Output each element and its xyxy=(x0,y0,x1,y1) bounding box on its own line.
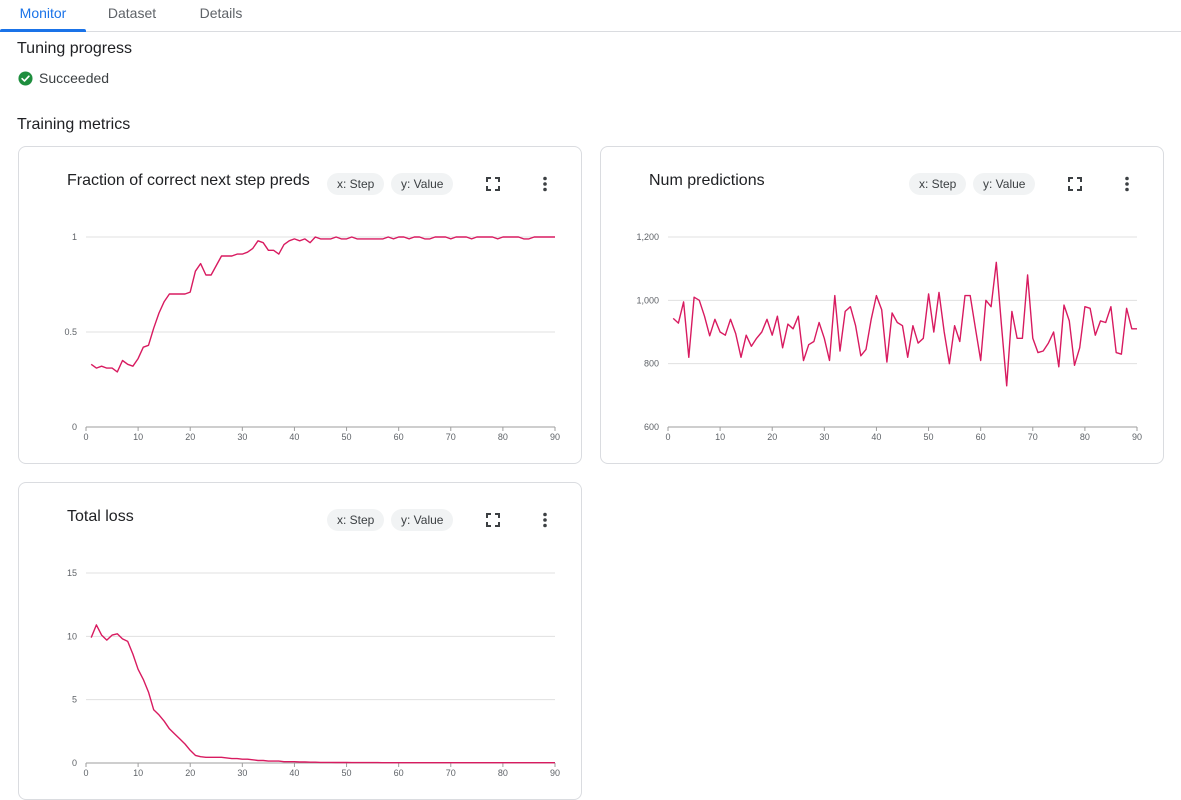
tab-dataset[interactable]: Dataset xyxy=(107,5,157,21)
x-tick-label: 20 xyxy=(185,768,195,778)
training-metrics-heading: Training metrics xyxy=(17,116,131,133)
tab-monitor[interactable]: Monitor xyxy=(0,0,86,32)
x-tick-label: 70 xyxy=(1028,432,1038,442)
x-tick-label: 80 xyxy=(498,432,508,442)
x-tick-label: 40 xyxy=(289,432,299,442)
y-tick-label: 800 xyxy=(644,359,659,369)
y-tick-label: 0.5 xyxy=(64,327,77,337)
y-axis-chip[interactable]: y: Value xyxy=(391,509,454,531)
y-tick-label: 0 xyxy=(72,758,77,768)
y-tick-label: 5 xyxy=(72,695,77,705)
more-vert-icon[interactable] xyxy=(1115,171,1139,197)
x-tick-label: 60 xyxy=(976,432,986,442)
y-tick-label: 1,000 xyxy=(636,295,659,305)
x-tick-label: 90 xyxy=(550,768,560,778)
x-axis-chip[interactable]: x: Step xyxy=(327,509,385,531)
x-axis-chip[interactable]: x: Step xyxy=(909,173,967,195)
tab-bar: Monitor Dataset Details xyxy=(0,0,1181,32)
y-axis-chip[interactable]: y: Value xyxy=(973,173,1036,195)
x-tick-label: 60 xyxy=(394,432,404,442)
x-tick-label: 30 xyxy=(819,432,829,442)
x-tick-label: 10 xyxy=(133,768,143,778)
x-tick-label: 0 xyxy=(83,432,88,442)
x-tick-label: 20 xyxy=(767,432,777,442)
x-tick-label: 70 xyxy=(446,432,456,442)
line-chart-fraction: 00.510 10 20 30 40 50 60 70 80 90 xyxy=(64,232,560,442)
x-tick-label: 20 xyxy=(185,432,195,442)
x-tick-label: 30 xyxy=(237,768,247,778)
x-tick-label: 80 xyxy=(498,768,508,778)
x-tick-label: 90 xyxy=(550,432,560,442)
y-tick-label: 1 xyxy=(72,232,77,242)
check-circle-icon xyxy=(18,70,33,86)
x-tick-label: 40 xyxy=(289,768,299,778)
x-tick-label: 50 xyxy=(924,432,934,442)
series-line xyxy=(90,624,555,764)
x-tick-label: 90 xyxy=(1132,432,1142,442)
line-chart-total-loss: 0 5 10 15 0 10 20 30 40 50 60 70 80 90 xyxy=(67,568,560,778)
chart-title: Num predictions xyxy=(649,172,765,189)
more-vert-icon[interactable] xyxy=(533,507,557,533)
chart-card-fraction: Fraction of correct next step preds x: S… xyxy=(18,146,582,464)
series-line xyxy=(90,236,555,373)
y-tick-label: 15 xyxy=(67,568,77,578)
tab-details[interactable]: Details xyxy=(199,5,243,21)
chart-card-total-loss: Total loss x: Step y: Value 0 5 10 15 0 10 20 3… xyxy=(18,482,582,800)
more-vert-icon[interactable] xyxy=(533,171,557,197)
y-axis-chip[interactable]: y: Value xyxy=(391,173,454,195)
x-tick-label: 80 xyxy=(1080,432,1090,442)
fullscreen-icon[interactable] xyxy=(481,507,505,533)
x-axis-chip[interactable]: x: Step xyxy=(327,173,385,195)
tuning-progress-heading: Tuning progress xyxy=(17,40,133,57)
y-tick-label: 600 xyxy=(644,422,659,432)
x-tick-label: 0 xyxy=(665,432,670,442)
status-label: Succeeded xyxy=(39,70,110,86)
x-tick-label: 30 xyxy=(237,432,247,442)
tuning-status: Succeeded xyxy=(18,69,109,87)
x-tick-label: 40 xyxy=(871,432,881,442)
x-tick-label: 60 xyxy=(394,768,404,778)
x-tick-label: 10 xyxy=(133,432,143,442)
x-tick-label: 50 xyxy=(342,768,352,778)
y-tick-label: 1,200 xyxy=(636,232,659,242)
chart-title: Fraction of correct next step preds xyxy=(67,172,310,189)
y-tick-label: 10 xyxy=(67,631,77,641)
x-tick-label: 10 xyxy=(715,432,725,442)
line-chart-num-predictions: 600 800 1,000 1,200 0 10 20 30 40 50 60 70 80 90 xyxy=(636,232,1142,442)
chart-card-num-predictions: Num predictions x: Step y: Value 600 800 1… xyxy=(600,146,1164,464)
x-tick-label: 70 xyxy=(446,768,456,778)
series-line xyxy=(672,261,1137,387)
y-tick-label: 0 xyxy=(72,422,77,432)
x-tick-label: 50 xyxy=(342,432,352,442)
x-tick-label: 0 xyxy=(83,768,88,778)
chart-title: Total loss xyxy=(67,508,134,525)
fullscreen-icon[interactable] xyxy=(481,171,505,197)
fullscreen-icon[interactable] xyxy=(1063,171,1087,197)
